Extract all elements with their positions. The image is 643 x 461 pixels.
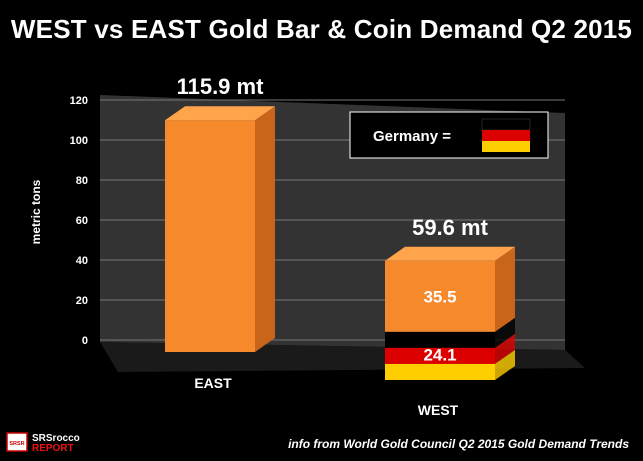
y-tick-label: 20 bbox=[76, 295, 88, 307]
logo-line2: REPORT bbox=[32, 443, 74, 453]
bar-segment-germany-band bbox=[385, 331, 495, 348]
bar-top bbox=[385, 246, 515, 261]
bar-segment bbox=[385, 260, 495, 332]
bar-total-label: 59.6 mt bbox=[412, 215, 488, 240]
bar-segment-germany-band bbox=[385, 347, 495, 364]
logo-badge-text: SRSR bbox=[9, 441, 24, 447]
y-tick-label: 80 bbox=[76, 175, 88, 187]
logo-badge-icon bbox=[6, 432, 28, 452]
bar-side-germany-band bbox=[495, 333, 515, 364]
bar-segment bbox=[165, 120, 255, 352]
y-tick-label: 60 bbox=[76, 215, 88, 227]
legend-label: Germany = bbox=[373, 128, 451, 145]
y-tick-label: 120 bbox=[70, 95, 88, 107]
bar-side bbox=[495, 246, 515, 332]
german-flag-icon bbox=[481, 118, 531, 131]
y-axis-label: metric tons bbox=[29, 179, 43, 244]
source-note: info from World Gold Council Q2 2015 Gol… bbox=[288, 437, 629, 451]
legend: Germany = bbox=[349, 111, 549, 159]
german-flag-icon bbox=[482, 141, 530, 152]
x-category-label: WEST bbox=[418, 402, 459, 418]
chart-title: WEST vs EAST Gold Bar & Coin Demand Q2 2… bbox=[10, 14, 633, 44]
german-flag-icon bbox=[482, 130, 530, 141]
y-tick-label: 40 bbox=[76, 255, 88, 267]
logo-line1: SRSrocco bbox=[32, 433, 80, 444]
bar-total-label: 115.9 mt bbox=[177, 74, 265, 99]
segment-value-label: 24.1 bbox=[423, 346, 456, 365]
bar-side-germany-band bbox=[495, 317, 515, 348]
x-category-label: EAST bbox=[194, 375, 232, 391]
y-tick-label: 0 bbox=[82, 335, 88, 347]
bars: 115.9 mt EAST 24.1 35.5 59.6 mt WEST bbox=[165, 74, 515, 418]
bar-side-germany-band bbox=[495, 349, 515, 380]
bar-top bbox=[165, 106, 275, 121]
segment-value-label: 35.5 bbox=[423, 287, 456, 306]
srsrocco-logo: SRSR SRSrocco REPORT bbox=[6, 432, 80, 453]
bar-segment-germany-band bbox=[385, 363, 495, 380]
y-axis-ticks: 0 20 40 60 80 100 120 bbox=[70, 95, 88, 347]
bar-side bbox=[255, 106, 275, 352]
y-tick-label: 100 bbox=[70, 135, 88, 147]
